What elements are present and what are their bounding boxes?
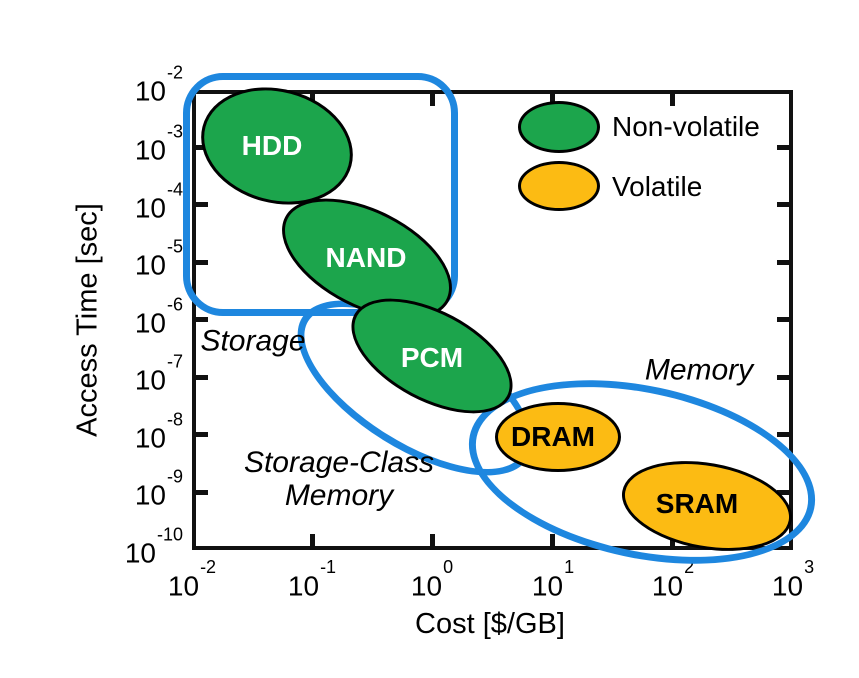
- x-tick-label: 103: [748, 557, 838, 603]
- dram-ellipse: [495, 402, 621, 472]
- x-tick-label: 100: [387, 557, 477, 603]
- y-tick-label: 10-4: [93, 179, 183, 225]
- tick-base: 10: [134, 192, 166, 224]
- tick-exponent: 1: [564, 557, 575, 577]
- plot-area-border: [192, 90, 793, 550]
- tick-base: 10: [531, 570, 564, 602]
- tick-base: 10: [134, 364, 166, 396]
- tick-exponent: 0: [443, 557, 454, 577]
- y-tick-mark: [196, 317, 208, 322]
- tick-base: 10: [134, 75, 166, 107]
- y-tick-label: 10-8: [93, 409, 183, 455]
- x-tick-mark: [430, 534, 435, 546]
- tick-base: 10: [410, 570, 443, 602]
- y-axis-title: Access Time [sec]: [71, 203, 104, 437]
- legend-non-volatile-swatch: [518, 101, 600, 153]
- tick-base: 10: [167, 570, 200, 602]
- storage-class-memory-label-line1: Storage-Class: [243, 446, 435, 479]
- tick-exponent: 3: [804, 557, 815, 577]
- y-tick-label: 10-10: [93, 524, 183, 570]
- tick-base: 10: [134, 249, 166, 281]
- tick-exponent: -8: [166, 409, 183, 430]
- dram-label: DRAM: [511, 421, 595, 452]
- sram-label: SRAM: [655, 488, 739, 519]
- storage-group-outline: [183, 73, 458, 316]
- y-tick-mark: [196, 375, 208, 380]
- tick-exponent: 2: [684, 557, 695, 577]
- x-tick-label: 10-2: [147, 557, 237, 603]
- y-tick-mark: [777, 317, 789, 322]
- y-tick-mark: [196, 202, 208, 207]
- x-tick-mark: [550, 534, 555, 546]
- tick-base: 10: [287, 570, 320, 602]
- y-tick-mark: [777, 375, 789, 380]
- x-tick-label: 101: [508, 557, 598, 603]
- pcm-label: PCM: [400, 342, 464, 373]
- tick-exponent: -1: [320, 557, 337, 577]
- tick-exponent: -10: [156, 524, 183, 545]
- y-tick-mark: [196, 490, 208, 495]
- tick-exponent: -7: [166, 351, 183, 372]
- storage-class-memory-group-label: Storage-Class Memory: [244, 446, 434, 512]
- y-tick-label: 10-3: [93, 121, 183, 167]
- y-tick-mark: [777, 145, 789, 150]
- y-tick-label: 10-7: [93, 351, 183, 397]
- tick-base: 10: [134, 134, 166, 166]
- y-tick-mark: [777, 260, 789, 265]
- legend-volatile-swatch: [518, 161, 600, 211]
- x-tick-mark: [550, 94, 555, 106]
- x-axis-title: Cost [$/GB]: [415, 608, 565, 640]
- tick-exponent: -2: [200, 557, 217, 577]
- y-tick-label: 10-5: [93, 236, 183, 282]
- tick-base: 10: [771, 570, 804, 602]
- tick-base: 10: [134, 307, 166, 339]
- y-tick-label: 10-9: [93, 466, 183, 512]
- legend-volatile-label: Volatile: [612, 171, 703, 202]
- tick-exponent: -6: [166, 294, 183, 315]
- y-tick-mark: [777, 432, 789, 437]
- memory-group-label: Memory: [644, 353, 754, 387]
- y-tick-mark: [777, 490, 789, 495]
- storage-group-label: Storage: [200, 324, 306, 358]
- tick-exponent: -3: [166, 121, 183, 142]
- x-tick-mark: [670, 94, 675, 106]
- tick-exponent: -2: [166, 62, 183, 83]
- y-tick-label: 10-6: [93, 294, 183, 340]
- hdd-label: HDD: [241, 130, 303, 161]
- tick-exponent: -9: [166, 466, 183, 487]
- tick-base: 10: [651, 570, 684, 602]
- tick-base: 10: [134, 479, 166, 511]
- x-tick-label: 10-1: [267, 557, 357, 603]
- y-tick-mark: [196, 260, 208, 265]
- tick-exponent: -4: [166, 179, 183, 200]
- y-tick-mark: [196, 432, 208, 437]
- legend-non-volatile-label: Non-volatile: [612, 111, 760, 142]
- tick-exponent: -5: [166, 236, 183, 257]
- storage-class-memory-label-line2: Memory: [284, 479, 394, 512]
- y-tick-mark: [777, 202, 789, 207]
- tick-base: 10: [124, 537, 156, 569]
- nand-label: NAND: [325, 242, 407, 273]
- x-tick-label: 102: [628, 557, 718, 603]
- y-tick-label: 10-2: [93, 62, 183, 108]
- x-tick-mark: [310, 534, 315, 546]
- tick-base: 10: [134, 422, 166, 454]
